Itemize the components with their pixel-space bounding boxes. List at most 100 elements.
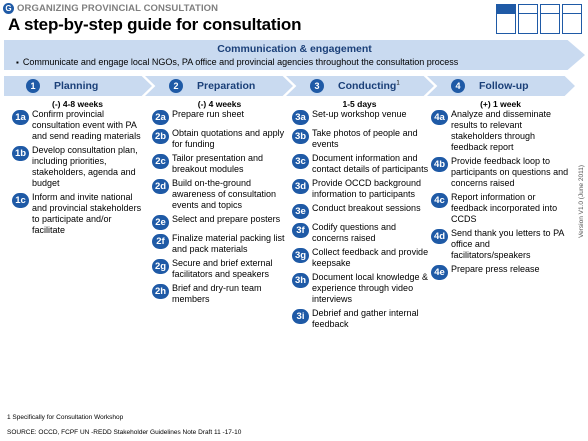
step-badge: 1b <box>12 146 29 161</box>
step-item: 1a Confirm provincial consultation event … <box>12 109 147 142</box>
step-item: 2g Secure and brief external facilitators… <box>152 258 288 280</box>
step-text: Codify questions and concerns raised <box>312 222 397 243</box>
step-text: Report information or feedback incorpora… <box>451 192 558 224</box>
step-item: 3d Provide OCCD background information to… <box>292 178 430 200</box>
step-badge: 3b <box>292 129 309 144</box>
phase-number: 1 <box>26 79 40 93</box>
page-title: A step-by-step guide for consultation <box>8 15 302 34</box>
step-badge: 2h <box>152 284 169 299</box>
phase-number: 4 <box>451 79 465 93</box>
step-badge: 3i <box>292 309 309 324</box>
nav-box <box>518 4 538 34</box>
step-text: Document local knowledge & experience th… <box>312 272 429 304</box>
step-text: Obtain quotations and apply for funding <box>172 128 285 149</box>
step-badge: 4d <box>431 229 448 244</box>
step-text: Set-up workshop venue <box>312 109 407 119</box>
step-text: Finalize material packing list and pack … <box>172 233 285 254</box>
phase-chevron-follow-up: 4 Follow-up <box>427 76 575 96</box>
phase-label: Planning <box>54 80 99 92</box>
phase-chevron-planning: 1 Planning <box>4 76 152 96</box>
step-item: 3a Set-up workshop venue <box>292 109 430 125</box>
step-item: 1c Inform and invite national and provinc… <box>12 192 147 236</box>
footnote: 1 Specifically for Consultation Workshop <box>7 414 124 421</box>
phase-duration: (-) 4 weeks <box>197 99 242 109</box>
step-badge: 3f <box>292 223 309 238</box>
phase-chevron-conducting: 3 Conducting1 <box>286 76 434 96</box>
step-item: 3f Codify questions and concerns raised <box>292 222 430 244</box>
step-badge: 3d <box>292 179 309 194</box>
step-badge: 3c <box>292 154 309 169</box>
phase-number: 3 <box>310 79 324 93</box>
step-item: 3g Collect feedback and provide keepsake <box>292 247 430 269</box>
nav-box <box>540 4 560 34</box>
phase-label: Preparation <box>197 80 256 92</box>
step-text: Inform and invite national and provincia… <box>32 192 142 235</box>
step-badge: 1a <box>12 110 29 125</box>
step-badge: 3h <box>292 273 309 288</box>
communication-text: Communicate and engage local NGOs, PA of… <box>16 57 458 67</box>
section-navigator <box>496 4 582 34</box>
step-badge: 3e <box>292 204 309 219</box>
step-text: Develop consultation plan, including pri… <box>32 145 138 188</box>
step-text: Send thank you letters to PA office and … <box>451 228 564 260</box>
step-text: Prepare run sheet <box>172 109 245 119</box>
step-text: Document information and contact details… <box>312 153 429 174</box>
step-text: Select and prepare posters <box>172 214 281 224</box>
step-text: Confirm provincial consultation event wi… <box>32 109 141 141</box>
phase-duration: 1-5 days <box>342 99 377 109</box>
step-badge: 4e <box>431 265 448 280</box>
step-text: Take photos of people and events <box>312 128 418 149</box>
step-badge: 2d <box>152 179 169 194</box>
step-item: 4a Analyze and disseminate results to rel… <box>431 109 571 153</box>
step-text: Secure and brief external facilitators a… <box>172 258 273 279</box>
section-tag: G ORGANIZING PROVINCIAL CONSULTATION <box>3 2 218 14</box>
step-badge: 4a <box>431 110 448 125</box>
step-text: Build on-the-ground awareness of consult… <box>172 178 277 210</box>
preparation-steps: 2a Prepare run sheet 2b Obtain quotations … <box>152 109 288 308</box>
phase-label: Conducting1 <box>338 80 400 92</box>
step-item: 4d Send thank you letters to PA office an… <box>431 228 571 261</box>
step-item: 2h Brief and dry-run team members <box>152 283 288 305</box>
step-item: 2f Finalize material packing list and pac… <box>152 233 288 255</box>
nav-box <box>496 4 516 34</box>
step-text: Debrief and gather internal feedback <box>312 308 419 329</box>
version-label: Version V1.0 (June 2011) <box>578 165 585 238</box>
step-text: Prepare press release <box>451 264 540 274</box>
step-badge: 3a <box>292 110 309 125</box>
phase-duration: (+) 1 week <box>480 99 521 109</box>
phase-duration: (-) 4-8 weeks <box>51 99 104 109</box>
step-badge: 2b <box>152 129 169 144</box>
step-item: 2e Select and prepare posters <box>152 214 288 230</box>
step-item: 3i Debrief and gather internal feedback <box>292 308 430 330</box>
step-item: 2d Build on-the-ground awareness of consu… <box>152 178 288 211</box>
step-text: Provide OCCD background information to p… <box>312 178 422 199</box>
step-badge: 2c <box>152 154 169 169</box>
step-badge: 4b <box>431 157 448 172</box>
step-badge: 2e <box>152 215 169 230</box>
planning-steps: 1a Confirm provincial consultation event … <box>12 109 147 239</box>
step-badge: 2a <box>152 110 169 125</box>
step-badge: 2f <box>152 234 169 249</box>
step-text: Collect feedback and provide keepsake <box>312 247 429 268</box>
step-item: 3b Take photos of people and events <box>292 128 430 150</box>
step-text: Brief and dry-run team members <box>172 283 262 304</box>
communication-title: Communication & engagement <box>217 43 372 55</box>
step-item: 4b Provide feedback loop to participants … <box>431 156 571 189</box>
follow-up-steps: 4a Analyze and disseminate results to rel… <box>431 109 571 283</box>
step-item: 2b Obtain quotations and apply for fundin… <box>152 128 288 150</box>
phase-chevron-preparation: 2 Preparation <box>145 76 293 96</box>
step-item: 1b Develop consultation plan, including p… <box>12 145 147 189</box>
step-item: 3h Document local knowledge & experience … <box>292 272 430 305</box>
section-tag-label: ORGANIZING PROVINCIAL CONSULTATION <box>17 2 219 14</box>
step-item: 4c Report information or feedback incorpo… <box>431 192 571 225</box>
step-text: Provide feedback loop to participants on… <box>451 156 569 188</box>
step-item: 2c Tailor presentation and breakout modul… <box>152 153 288 175</box>
footnote-marker: 1 <box>396 80 400 87</box>
source-line: SOURCE: OCCD, FCPF UN -REDD Stakeholder … <box>7 429 242 436</box>
step-text: Conduct breakout sessions <box>312 203 421 213</box>
step-text: Analyze and disseminate results to relev… <box>451 109 552 152</box>
step-item: 4e Prepare press release <box>431 264 571 280</box>
phase-number: 2 <box>169 79 183 93</box>
step-item: 3c Document information and contact detai… <box>292 153 430 175</box>
conducting-steps: 3a Set-up workshop venue 3b Take photos of… <box>292 109 430 333</box>
